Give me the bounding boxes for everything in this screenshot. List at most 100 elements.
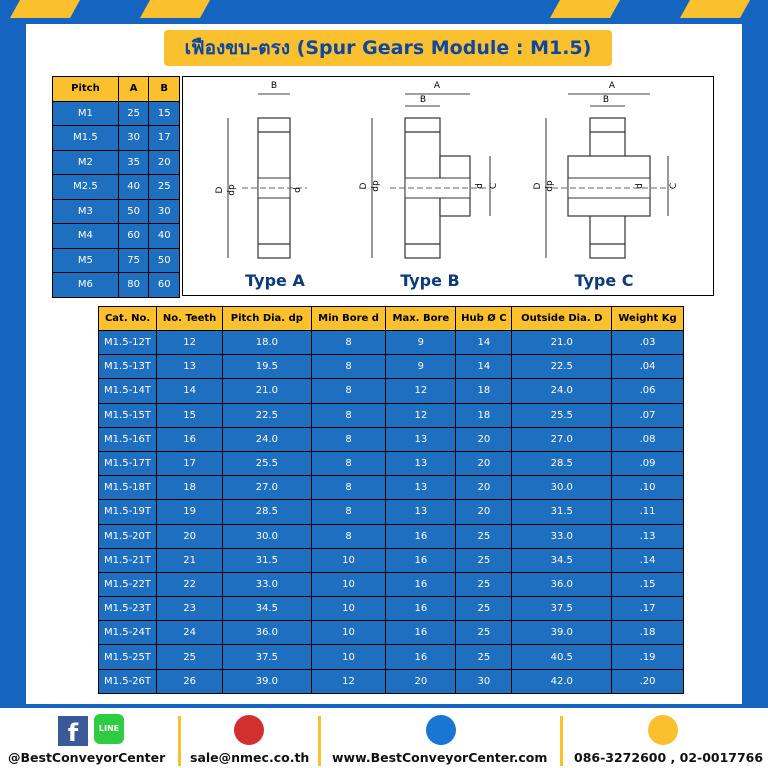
row: M1.5-18T 18 27.0 8 13 20 30.0.10 (97, 475, 684, 501)
cell: 25 (455, 596, 513, 622)
dimension-label: B (420, 95, 426, 105)
cell: 25 (156, 644, 224, 670)
cell: 19.5 (222, 354, 312, 380)
cell: 42.0 (511, 668, 613, 694)
dimension-label: A (609, 81, 616, 91)
cell: M1.5-14T (97, 378, 158, 404)
top-band (0, 0, 768, 18)
cell: 13 (156, 354, 224, 380)
cell: 25 (117, 100, 150, 126)
cell: M1.5-20T (97, 523, 158, 549)
cell: M1.5-21T (97, 547, 158, 573)
cell: 36.0 (511, 571, 613, 598)
cell: .07 (611, 402, 684, 428)
dimension-label: C (669, 183, 679, 189)
cell: 15 (148, 100, 180, 126)
header-cell: Cat. No. (97, 306, 158, 331)
cell: M1.5-22T (97, 571, 158, 598)
footer-website: www.BestConveyorCenter.com (332, 750, 548, 765)
divider (560, 716, 563, 766)
cell: 8 (310, 450, 387, 477)
cell: 16 (385, 547, 457, 573)
cell: .18 (611, 620, 684, 646)
row: M1.5-22T 22 33.0 10 16 25 36.0.15 (97, 571, 684, 598)
dimension-label: B (271, 81, 277, 91)
row: M6 80 60 (52, 272, 180, 298)
cell: 50 (117, 198, 150, 224)
row: M1.5-26T 26 39.0 12 20 30 42.0.20 (97, 668, 684, 694)
diagram-label: Type B (400, 271, 460, 290)
cell: 36.0 (222, 620, 312, 646)
cell: 39.0 (222, 668, 312, 694)
cell: M2.5 (52, 174, 119, 200)
header-cell: Hub Ø C (455, 306, 513, 331)
cell: M1.5-18T (97, 475, 158, 501)
header-cell: Weight Kg (611, 306, 684, 331)
cell: .10 (611, 475, 684, 501)
diagram-label: Type A (245, 271, 305, 290)
row: M1.5-21T 21 31.5 10 16 25 34.5.14 (97, 547, 684, 573)
cell: 16 (385, 523, 457, 549)
cell: 21.0 (222, 378, 312, 404)
cell: 75 (117, 247, 150, 273)
cell: 25 (455, 644, 513, 670)
dimension-label: B (603, 95, 609, 105)
cell: .13 (611, 523, 684, 549)
cell: 20 (455, 450, 513, 477)
cell: M1.5-16T (97, 426, 158, 452)
cell: 34.5 (511, 547, 613, 573)
cell: 14 (455, 354, 513, 380)
cell: 23 (156, 596, 224, 622)
cell: .19 (611, 644, 684, 670)
cell: 9 (385, 329, 457, 356)
cell: 33.0 (222, 571, 312, 598)
cell: 8 (310, 354, 387, 380)
cell: 12 (156, 329, 224, 356)
cell: .11 (611, 499, 684, 525)
header-cell: Pitch (52, 76, 119, 102)
cell: 13 (385, 499, 457, 525)
cell: M1.5-26T (97, 668, 158, 694)
icons: f (58, 714, 678, 747)
footer-social: @BestConveyorCenter (8, 750, 166, 765)
cell: 20 (385, 668, 457, 694)
divider (318, 716, 321, 766)
cell: M1.5-12T (97, 329, 158, 356)
cell: 10 (310, 620, 387, 646)
cell: 8 (310, 402, 387, 428)
row: M1.5-19T 19 28.5 8 13 20 31.5.11 (97, 499, 684, 525)
cell: 39.0 (511, 620, 613, 646)
cell: M6 (52, 272, 119, 298)
cell: .08 (611, 426, 684, 452)
diagram-label: Type C (574, 271, 633, 290)
cell: 8 (310, 329, 387, 356)
cell: 10 (310, 571, 387, 598)
cell: M4 (52, 223, 119, 249)
row: M1.5-23T 23 34.5 10 16 25 37.5.17 (97, 596, 684, 622)
cell: 50 (148, 247, 180, 273)
cell: 25 (455, 620, 513, 646)
cell: 28.5 (222, 499, 312, 525)
cell: M1.5-25T (97, 644, 158, 670)
cell: M1.5-17T (97, 450, 158, 477)
cell: M1.5 (52, 125, 119, 151)
row: M1.5-15T 15 22.5 8 12 18 25.5.07 (97, 402, 684, 428)
cell: 26 (156, 668, 224, 694)
cell: M1.5-13T (97, 354, 158, 380)
dimension-label: dp (227, 184, 237, 196)
cell: 13 (385, 426, 457, 452)
cell: 22.5 (511, 354, 613, 380)
cell: M1.5-15T (97, 402, 158, 428)
header-cell: Min Bore d (310, 306, 387, 331)
facebook-icon: f (68, 719, 79, 747)
header-cell: Outside Dia. D (511, 306, 613, 331)
line-icon-label: LINE (98, 724, 120, 733)
cell: 25.5 (222, 450, 312, 477)
cell: 31.5 (222, 547, 312, 573)
cell: .04 (611, 354, 684, 380)
dimension-label: D (359, 182, 369, 189)
dimension-label: d (475, 183, 485, 189)
header-cell: Max. Bore (385, 306, 457, 331)
cell: 9 (385, 354, 457, 380)
